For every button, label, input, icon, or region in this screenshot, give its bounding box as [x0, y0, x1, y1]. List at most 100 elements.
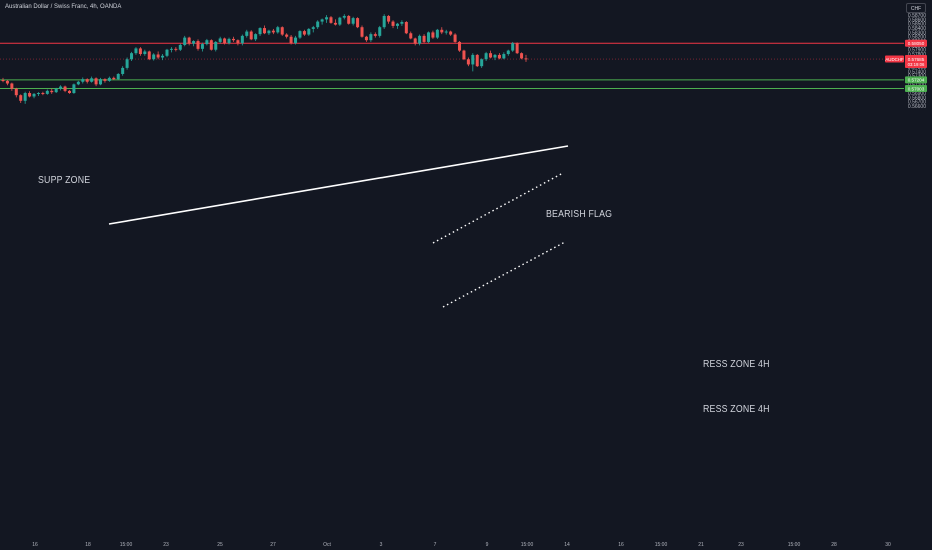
- price-tick-label: 0.56800: [908, 95, 926, 101]
- time-tick-label: 16: [618, 542, 624, 548]
- candle: [276, 25, 280, 34]
- symbol-tag: AUDCHF: [885, 55, 904, 63]
- candle: [19, 94, 23, 103]
- candle: [183, 35, 187, 47]
- candle: [453, 33, 457, 43]
- candle: [200, 42, 204, 52]
- candle: [107, 76, 111, 82]
- candle: [497, 53, 501, 60]
- candle: [205, 38, 209, 46]
- candle: [67, 89, 71, 94]
- currency-button[interactable]: CHF: [906, 3, 926, 13]
- candle: [103, 78, 107, 83]
- candle: [333, 19, 337, 26]
- candle: [520, 52, 524, 60]
- candle: [138, 47, 142, 56]
- candle: [382, 14, 386, 29]
- candle: [302, 29, 306, 36]
- candle: [493, 54, 497, 61]
- candle: [489, 50, 493, 59]
- candle: [192, 40, 196, 47]
- candle: [245, 29, 249, 38]
- price-tick-label: 0.57500: [908, 65, 926, 71]
- candle: [143, 49, 147, 56]
- svg-text:0.57003: 0.57003: [908, 86, 925, 91]
- candle: [347, 15, 351, 25]
- price-tick-label: 0.58700: [908, 13, 926, 19]
- candle: [307, 28, 311, 36]
- ress-zone-label-2: RESS ZONE 4H: [703, 404, 770, 415]
- candle: [329, 15, 333, 24]
- candle: [54, 87, 58, 94]
- candle: [458, 41, 462, 52]
- flag-lower-channel[interactable]: [442, 241, 566, 308]
- candle: [161, 54, 165, 61]
- time-tick-label: 30: [885, 542, 891, 548]
- candle: [45, 89, 49, 95]
- candle: [502, 52, 506, 60]
- flag-upper-channel[interactable]: [432, 172, 564, 244]
- chart-title: Australian Dollar / Swiss Franc, 4h, OAN…: [5, 4, 122, 10]
- candles-layer: [1, 14, 528, 104]
- time-tick-label: 23: [738, 542, 744, 548]
- price-tick-label: 0.58600: [908, 17, 926, 23]
- candle: [249, 30, 253, 41]
- candle: [28, 91, 32, 98]
- candle: [262, 25, 267, 35]
- level-price-tag-0: 0.58050: [905, 39, 927, 47]
- candle: [85, 78, 89, 84]
- time-tick-label: 14: [564, 542, 570, 548]
- candle: [426, 31, 430, 44]
- candle: [400, 20, 404, 26]
- candle: [209, 39, 213, 51]
- time-tick-label: Oct: [323, 542, 331, 548]
- candle: [524, 54, 528, 62]
- candle: [418, 34, 422, 46]
- price-tick-label: 0.58200: [908, 35, 926, 41]
- candle: [404, 21, 408, 35]
- time-tick-label: 15:00: [521, 542, 534, 548]
- candle: [218, 36, 222, 44]
- time-tick-label: 27: [270, 542, 276, 548]
- candle: [373, 32, 377, 38]
- price-tick-label: 0.58300: [908, 30, 926, 36]
- candle: [14, 87, 18, 98]
- candle: [298, 30, 302, 39]
- price-tick-label: 0.57900: [908, 48, 926, 54]
- candle: [23, 91, 27, 104]
- candle: [422, 34, 426, 44]
- candle: [240, 34, 244, 46]
- time-tick-label: 25: [217, 542, 223, 548]
- candle: [311, 25, 315, 33]
- candle: [360, 25, 364, 38]
- trendline[interactable]: [108, 145, 569, 225]
- svg-text:0.57685: 0.57685: [908, 57, 925, 62]
- candle: [112, 76, 116, 81]
- candle: [440, 27, 444, 35]
- candle: [178, 43, 182, 52]
- price-tick-label: 0.56900: [908, 91, 926, 97]
- time-tick-label: 16: [32, 542, 38, 548]
- candle: [351, 16, 355, 26]
- candle: [462, 49, 466, 61]
- candle: [466, 57, 470, 67]
- svg-text:0.58050: 0.58050: [908, 41, 925, 46]
- candle: [121, 66, 125, 76]
- candle: [267, 29, 271, 35]
- candle: [325, 15, 329, 23]
- candle: [258, 27, 262, 36]
- candle: [289, 34, 293, 45]
- candle: [125, 57, 129, 70]
- candle: [271, 28, 275, 35]
- candle: [59, 85, 63, 91]
- level-price-tag-1: 0.57204: [905, 76, 927, 84]
- candle: [50, 88, 54, 94]
- candle: [511, 41, 515, 52]
- candle: [41, 91, 45, 96]
- candle: [32, 93, 36, 99]
- candle: [364, 35, 368, 42]
- candle: [484, 51, 488, 61]
